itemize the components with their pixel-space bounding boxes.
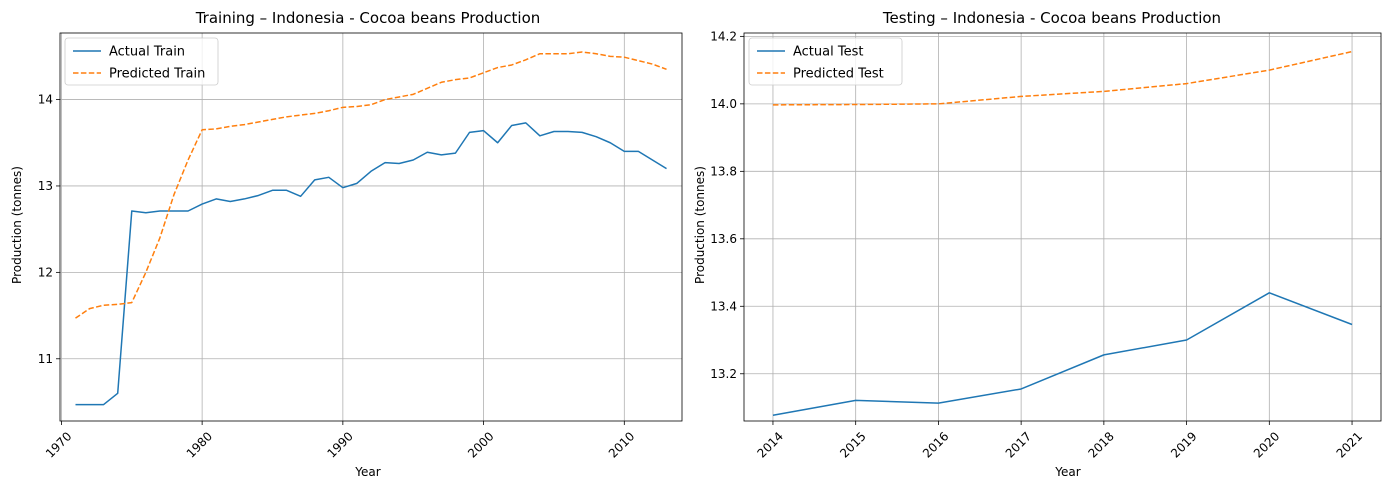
training-chart: Training – Indonesia - Cocoa beans Produ…: [10, 9, 682, 479]
x-tick-label: 1970: [43, 429, 74, 460]
x-tick-label: 1980: [184, 429, 215, 460]
y-tick-label: 11: [38, 352, 53, 366]
chart-title: Training – Indonesia - Cocoa beans Produ…: [195, 9, 541, 27]
predicted-series-line: [75, 52, 666, 318]
axes-frame: [60, 33, 682, 421]
actual-series-line: [75, 123, 666, 405]
testing-chart: Testing – Indonesia - Cocoa beans Produc…: [693, 9, 1381, 479]
y-axis-label: Production (tonnes): [10, 166, 24, 284]
y-tick-label: 13.8: [710, 164, 737, 178]
chart-title: Testing – Indonesia - Cocoa beans Produc…: [882, 9, 1221, 27]
x-tick-label: 2018: [1085, 429, 1116, 460]
y-tick-label: 14: [38, 93, 53, 107]
x-axis-label: Year: [1054, 465, 1080, 479]
y-tick-label: 13.4: [710, 299, 737, 313]
x-tick-label: 2015: [837, 429, 868, 460]
axes-frame: [744, 33, 1381, 421]
x-axis-label: Year: [354, 465, 380, 479]
legend-label: Predicted Test: [793, 67, 884, 82]
x-tick-label: 2014: [755, 429, 786, 460]
legend-label: Actual Train: [109, 45, 185, 60]
x-tick-label: 2020: [1251, 429, 1282, 460]
y-tick-label: 13.6: [710, 232, 737, 246]
actual-series-line: [773, 293, 1352, 415]
y-tick-label: 13.2: [710, 367, 737, 381]
x-tick-label: 2016: [920, 429, 951, 460]
y-tick-label: 14.0: [710, 97, 737, 111]
legend-label: Predicted Train: [109, 67, 205, 82]
x-tick-label: 1990: [324, 429, 355, 460]
legend-label: Actual Test: [793, 45, 863, 60]
x-tick-label: 2010: [606, 429, 637, 460]
x-tick-label: 2017: [1003, 429, 1034, 460]
x-tick-label: 2000: [465, 429, 496, 460]
y-tick-label: 12: [38, 265, 53, 279]
y-axis-label: Production (tonnes): [693, 166, 707, 284]
y-tick-label: 14.2: [710, 29, 737, 43]
x-tick-label: 2021: [1334, 429, 1365, 460]
y-tick-label: 13: [38, 179, 53, 193]
x-tick-label: 2019: [1168, 429, 1199, 460]
